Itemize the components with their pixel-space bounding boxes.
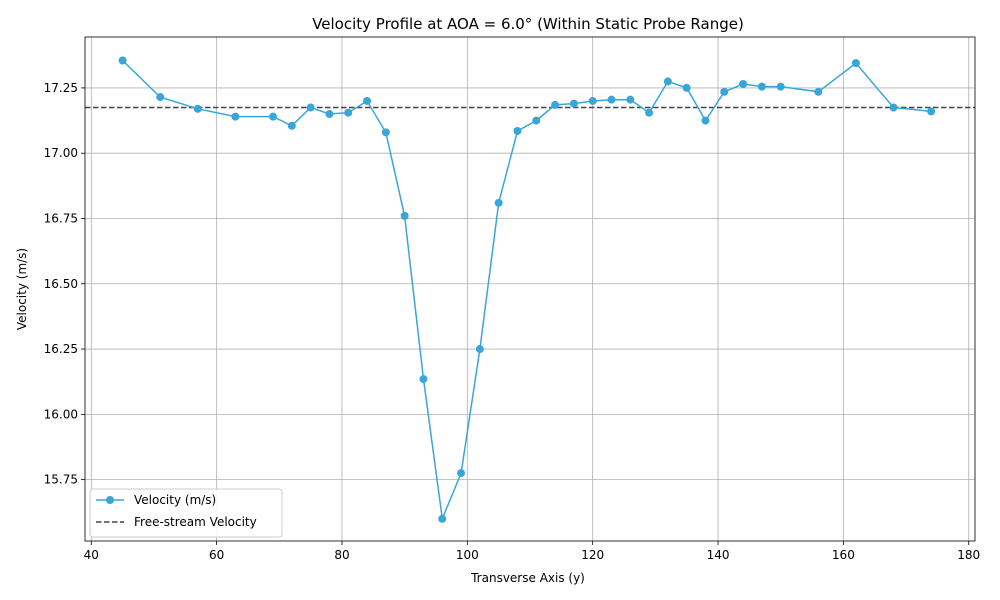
x-tick-label: 100 xyxy=(456,548,479,562)
data-point xyxy=(457,469,466,478)
series-layer xyxy=(118,56,936,523)
data-point xyxy=(193,104,202,113)
data-point xyxy=(739,80,748,89)
plot-frame xyxy=(84,36,976,542)
data-point xyxy=(569,99,578,108)
data-point xyxy=(494,198,503,207)
data-point xyxy=(475,345,484,354)
data-point xyxy=(701,116,710,125)
data-point xyxy=(645,108,654,117)
legend: Velocity (m/s) Free-stream Velocity xyxy=(89,488,283,538)
y-tick-label: 16.25 xyxy=(44,342,78,356)
legend-box xyxy=(89,488,283,538)
data-point xyxy=(269,112,278,121)
data-point xyxy=(438,514,447,523)
data-point xyxy=(306,103,315,112)
x-axis-label: Transverse Axis (y) xyxy=(470,571,585,585)
data-point xyxy=(344,108,353,117)
y-tick-label: 16.00 xyxy=(44,407,78,421)
x-tick-label: 60 xyxy=(209,548,224,562)
data-point xyxy=(607,95,616,104)
data-point xyxy=(513,127,522,136)
x-tick-label: 140 xyxy=(707,548,730,562)
grid xyxy=(85,37,975,541)
data-point xyxy=(532,116,541,125)
legend-label-velocity: Velocity (m/s) xyxy=(134,493,216,507)
data-point xyxy=(927,107,936,116)
data-point xyxy=(851,59,860,68)
x-tick-label: 180 xyxy=(957,548,980,562)
y-tick-label: 15.75 xyxy=(44,473,78,487)
data-point xyxy=(325,110,334,119)
x-tick-label: 80 xyxy=(334,548,349,562)
chart-title: Velocity Profile at AOA = 6.0° (Within S… xyxy=(312,15,744,33)
legend-marker-velocity xyxy=(106,496,114,504)
data-point xyxy=(776,82,785,91)
y-axis-label: Velocity (m/s) xyxy=(15,248,29,330)
y-tick-label: 17.25 xyxy=(44,81,78,95)
data-point xyxy=(720,87,729,96)
data-point xyxy=(381,128,390,137)
x-tick-label: 160 xyxy=(832,548,855,562)
data-point xyxy=(814,87,823,96)
data-point xyxy=(682,83,691,92)
x-tick-label: 120 xyxy=(581,548,604,562)
data-point xyxy=(551,100,560,109)
data-point xyxy=(156,93,165,102)
data-point xyxy=(757,82,766,91)
data-point xyxy=(419,375,428,384)
y-tick-label: 17.00 xyxy=(44,146,78,160)
y-tick-label: 16.50 xyxy=(44,277,78,291)
data-point xyxy=(663,77,672,86)
series-line-velocity xyxy=(122,59,932,522)
data-point xyxy=(626,95,635,104)
data-point xyxy=(231,112,240,121)
data-point xyxy=(363,96,372,105)
legend-label-freestream: Free-stream Velocity xyxy=(134,515,257,529)
data-point xyxy=(400,211,409,220)
data-point xyxy=(588,96,597,105)
y-tick-label: 16.75 xyxy=(44,211,78,225)
x-axis-ticks: 40 60 80 100 120 140 160 180 xyxy=(84,541,980,562)
data-point xyxy=(287,121,296,130)
y-axis-ticks: 15.75 16.00 16.25 16.50 16.75 17.00 17.25 xyxy=(44,81,85,487)
data-point xyxy=(118,56,127,65)
data-point xyxy=(889,103,898,112)
x-tick-label: 40 xyxy=(84,548,99,562)
